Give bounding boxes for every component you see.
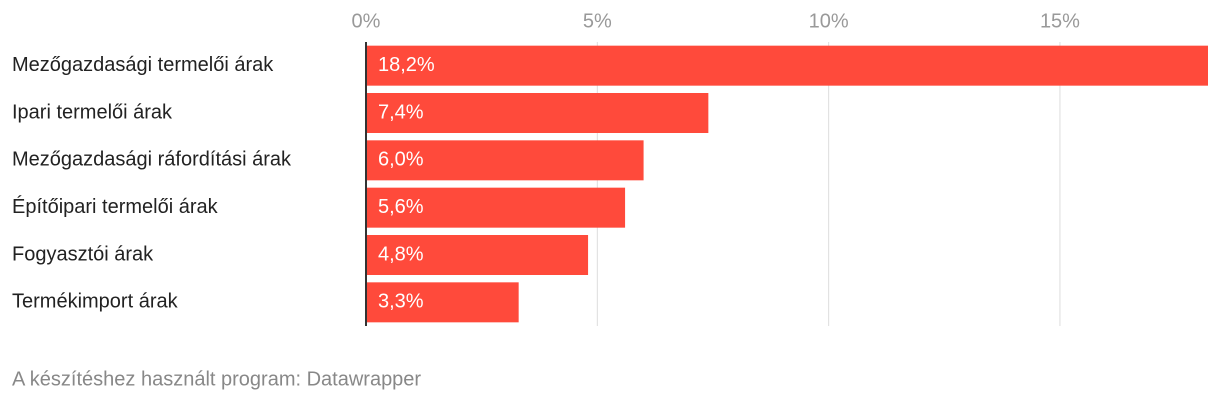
category-label: Termékimport árak [12,291,179,313]
category-label: Fogyasztói árak [12,243,154,265]
category-label: Mezőgazdasági termelői árak [12,54,274,76]
value-label: 4,8% [378,243,424,265]
value-label: 3,3% [378,291,424,313]
value-label: 6,0% [378,149,424,171]
category-label: Építőipari termelői árak [12,195,219,218]
bar [366,93,709,133]
bar [366,140,644,181]
bar [366,187,626,228]
x-tick-label: 0% [352,10,381,32]
value-label: 18,2% [378,54,435,76]
category-label: Mezőgazdasági ráfordítási árak [12,149,292,171]
bar [366,282,519,323]
x-tick-label: 10% [809,10,849,32]
bar [366,45,1208,86]
bar [366,235,589,275]
x-tick-label: 5% [583,10,612,32]
value-label: 5,6% [378,196,424,218]
value-label: 7,4% [378,101,424,123]
source-note: A készítéshez használt program: Datawrap… [12,368,421,390]
x-tick-label: 15% [1040,10,1080,32]
category-label: Ipari termelői árak [12,101,173,123]
